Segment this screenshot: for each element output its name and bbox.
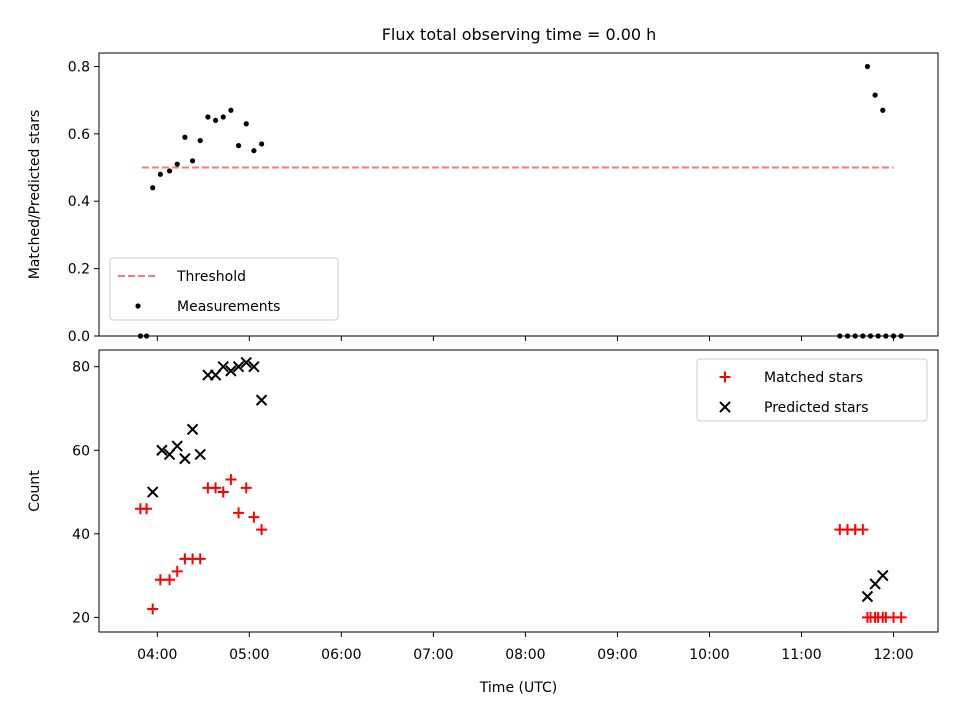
predicted-star-point [171,440,183,452]
matched-star-point [164,574,176,586]
predicted-star-point [217,361,229,373]
y-tick-label: 0.8 [68,59,90,75]
y-tick-label: 20 [72,610,90,626]
matched-star-point [210,482,222,494]
measurement-point [197,137,203,144]
matched-star-point [147,603,159,615]
legend-box [109,257,339,321]
ratio-panel: 0.0 0.2 0.4 0.6 0.8 Matched/Predicted stars Th… [27,52,939,345]
matched-star-point [225,474,237,486]
matched-star-point [877,611,889,623]
measurement-point [258,141,265,147]
x-tick-label: 12:00 [873,647,913,663]
legend-label: Threshold [176,269,246,285]
matched-star-point [233,507,245,519]
measurement-point [182,134,188,140]
predicted-star-point [194,448,206,461]
y-tick-label: 40 [72,527,90,543]
y-axis-label: Count [27,470,43,512]
x-tick-label: 04:00 [137,647,177,663]
measurement-point [251,148,257,154]
measurement-point [212,117,219,123]
x-tick-label: 10:00 [689,647,729,663]
measurement-point [157,171,163,177]
predicted-star-point [179,452,191,465]
predicted-star-point [232,361,245,373]
predicted-star-point [861,590,874,603]
y-tick-label: 0.2 [68,262,90,278]
predicted-star-point [186,423,199,436]
x-tick-label: 05:00 [229,647,269,663]
x-tick-label: 11:00 [781,647,821,663]
y-tick-label: 80 [72,360,90,376]
y-tick-label: 0.6 [68,127,90,143]
matched-star-point [141,503,153,515]
predicted-star-point [877,569,889,582]
y-tick-label: 0.4 [68,194,90,210]
measurement-point [150,185,156,191]
x-tick-label: 06:00 [321,647,361,663]
legend-label: Measurements [177,299,280,315]
y-tick-label: 0.0 [68,329,90,345]
measurement-point [243,121,249,127]
measurement-point [228,107,234,113]
measurement-point [872,92,878,98]
measurement-point [166,168,173,174]
x-tick-label: 09:00 [597,647,637,663]
measurement-point [880,107,886,113]
matched-star-point [171,565,183,577]
legend-predicted-swatch [719,401,731,413]
legend-measurement-swatch [135,303,141,309]
matched-star-point [256,524,268,536]
y-tick-label: 60 [72,443,90,459]
measurement-point [174,161,180,167]
measurement-point [235,143,242,149]
legend-matched-swatch [719,371,731,383]
legend-label: Matched stars [764,370,863,386]
predicted-star-point [255,394,268,406]
predicted-star-point [248,361,260,373]
matched-star-point [895,611,907,623]
legend-box [696,358,928,422]
measurement-point [220,114,226,120]
predicted-star-point [240,356,252,369]
matched-star-point [240,482,252,494]
matched-star-point [154,574,166,586]
axes-frame [98,52,939,337]
predicted-star-point [146,486,159,498]
measurement-point [189,158,196,164]
predicted-star-point [156,444,168,456]
matched-star-point [857,524,869,536]
measurement-point [205,114,211,120]
measurement-point [864,63,871,70]
matched-star-point [248,511,260,523]
legend-label: Predicted stars [764,400,869,416]
matched-star-point [194,553,206,565]
predicted-star-point [225,365,237,377]
matched-star-point [217,486,229,498]
chart-title: Flux total observing time = 0.00 h [382,25,657,44]
x-axis-label: Time (UTC) [479,680,557,696]
x-tick-label: 08:00 [505,647,545,663]
count-panel: 04:00 05:00 06:00 07:00 08:00 09:00 10:00 11:00… [27,349,939,696]
axes-frame [98,349,939,633]
x-tick-label: 07:00 [413,647,453,663]
y-axis-label: Matched/Predicted stars [27,110,43,280]
